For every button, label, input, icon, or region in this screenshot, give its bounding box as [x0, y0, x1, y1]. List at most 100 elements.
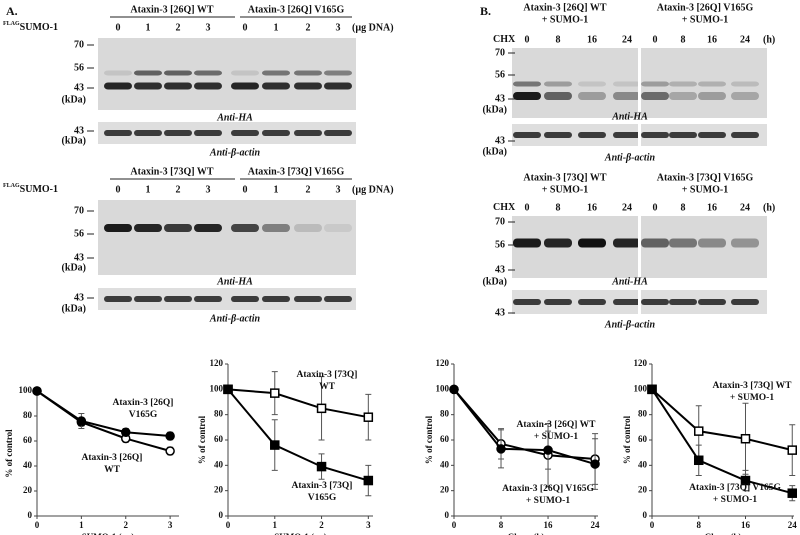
blot-band	[104, 82, 132, 90]
group-header: Ataxin-3 [73Q] V165G	[248, 166, 345, 177]
antibody-label: Anti-β-actin	[209, 313, 261, 324]
blot-band	[731, 81, 759, 87]
mw-marker: 56	[495, 69, 505, 80]
antibody-label: Anti-HA	[216, 112, 253, 123]
x-axis-label: SUMO-1 (µg)	[274, 532, 326, 535]
lane-label: 0	[525, 202, 530, 213]
y-tick-label: 120	[634, 358, 648, 368]
lane-label: 1	[274, 22, 279, 33]
row-label-text: CHX	[493, 34, 516, 45]
blot-band	[231, 296, 259, 302]
blot-band	[641, 299, 669, 305]
antibody-label: Anti-HA	[611, 111, 648, 122]
y-tick-label: 40	[638, 459, 648, 469]
x-tick-label: 0	[226, 520, 231, 530]
x-tick-label: 3	[168, 520, 173, 530]
mw-marker: 43	[74, 82, 84, 93]
mw-marker: 56	[74, 228, 84, 239]
lane-label: 16	[587, 202, 597, 213]
row-label-sup: FLAG	[3, 183, 20, 189]
lane-unit: (µg DNA)	[352, 22, 394, 33]
series-line	[227, 388, 369, 419]
group-header: Ataxin-3 [26Q] V165G	[657, 2, 754, 13]
y-tick-label: 100	[19, 385, 33, 395]
blot-band	[669, 132, 697, 138]
blot-band	[731, 238, 759, 248]
lane-label: 16	[587, 34, 597, 45]
x-axis-label: Chase (h)	[705, 532, 742, 535]
blot-band	[164, 130, 192, 136]
loading-blot	[98, 122, 356, 144]
antibody-label: Anti-β-actin	[604, 319, 656, 330]
lane-label: 2	[176, 22, 181, 33]
kda-label: (kDa)	[62, 262, 86, 273]
blot-band	[164, 82, 192, 90]
blot-image	[98, 200, 356, 275]
marker	[496, 444, 506, 454]
marker	[223, 384, 233, 395]
marker	[590, 459, 600, 469]
marker	[740, 475, 751, 486]
y-tick-label: 120	[436, 358, 450, 368]
lane-label: 2	[306, 22, 311, 33]
annotation: + SUMO-1	[534, 432, 578, 442]
y-tick-label: 20	[638, 485, 648, 495]
blot-band	[613, 299, 641, 305]
group-header: Ataxin-3 [26Q] V165G	[248, 4, 345, 15]
series-line	[651, 388, 793, 452]
lane-label: 8	[556, 34, 561, 45]
x-tick-label: 8	[499, 520, 504, 530]
lane-label: 0	[243, 184, 248, 195]
mw-marker: 70	[495, 216, 505, 227]
annotation: Ataxin-3 [73Q]	[292, 481, 353, 491]
lane-label: 3	[206, 184, 211, 195]
blot-band	[513, 81, 541, 87]
blot-band	[698, 299, 726, 305]
series-line	[227, 388, 369, 482]
blot-band	[669, 81, 697, 87]
annotation: WT	[104, 465, 121, 475]
blot-band	[262, 224, 290, 232]
loading-blot	[98, 288, 356, 310]
x-tick-label: 3	[366, 520, 371, 530]
y-tick-label: 80	[440, 409, 450, 419]
annotation: Ataxin-3 [26Q]	[82, 453, 143, 463]
blot-band	[578, 238, 606, 248]
annotation: Ataxin-3 [73Q] WT	[713, 381, 793, 391]
blot-band	[544, 299, 572, 305]
marker	[693, 455, 704, 466]
lane-label: 2	[176, 184, 181, 195]
blot-divider	[638, 290, 641, 314]
blot-divider	[638, 48, 641, 118]
annotation: V165G	[129, 410, 158, 420]
blot-band	[134, 70, 162, 76]
blot-band	[262, 82, 290, 90]
blot-band	[731, 299, 759, 305]
blot-band	[641, 238, 669, 248]
blot-band	[294, 130, 322, 136]
marker	[693, 426, 704, 436]
blot-band	[513, 92, 541, 100]
mw-marker: 43	[495, 135, 505, 146]
annotation: Ataxin-3 [73Q] V165G	[689, 483, 781, 493]
lane-label: 8	[681, 34, 686, 45]
mw-marker: 43	[74, 125, 84, 136]
annotation: Ataxin-3 [26Q]	[113, 398, 174, 408]
blot-band	[231, 70, 259, 76]
blot-band	[194, 82, 222, 90]
blot-band	[578, 92, 606, 100]
blot-band	[613, 92, 641, 100]
panel-label: A.	[6, 4, 18, 18]
y-tick-label: 20	[440, 485, 450, 495]
annotation: WT	[319, 382, 336, 392]
blot-band	[698, 81, 726, 87]
blot-band	[104, 224, 132, 232]
y-axis-label: % of control	[622, 415, 632, 464]
blot-band	[231, 82, 259, 90]
blot-band	[698, 132, 726, 138]
lane-label: 24	[740, 202, 750, 213]
blot-band	[134, 224, 162, 232]
group-header: + SUMO-1	[682, 184, 729, 195]
lane-label: 3	[336, 184, 341, 195]
lane-label: 16	[707, 34, 717, 45]
